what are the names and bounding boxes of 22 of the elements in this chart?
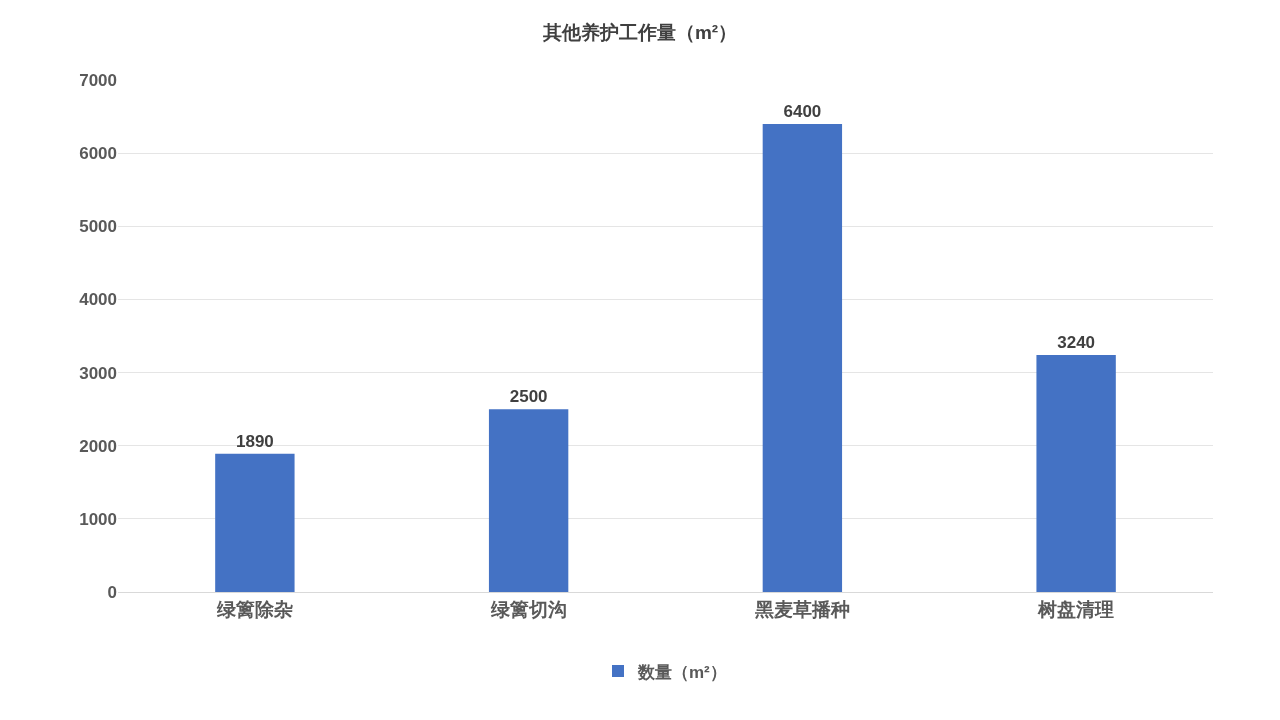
x-tick-label: 绿篱除杂	[215, 598, 293, 620]
bar	[215, 453, 295, 592]
bar	[488, 409, 569, 592]
data-label: 2500	[509, 387, 548, 407]
bar	[762, 123, 843, 592]
bar	[1036, 355, 1116, 592]
data-label: 6400	[783, 101, 822, 121]
y-tick-label: 3000	[79, 363, 117, 383]
y-tick-label: 2000	[79, 436, 117, 456]
y-tick-label: 6000	[79, 144, 117, 164]
y-tick-label: 0	[107, 582, 117, 602]
y-tick-label: 4000	[79, 290, 117, 310]
data-label: 1890	[235, 431, 274, 451]
chart-title: 其他养护工作量（m²）	[541, 22, 738, 44]
x-tick-label: 黑麦草播种	[753, 598, 850, 620]
y-tick-label: 1000	[79, 509, 117, 529]
data-label: 3240	[1057, 333, 1096, 353]
x-tick-label: 树盘清理	[1037, 598, 1115, 620]
y-tick-label: 7000	[79, 70, 117, 90]
legend-label: 数量（m²）	[637, 662, 727, 682]
y-tick-label: 5000	[79, 217, 117, 237]
x-tick-label: 绿篱切沟	[489, 598, 567, 620]
